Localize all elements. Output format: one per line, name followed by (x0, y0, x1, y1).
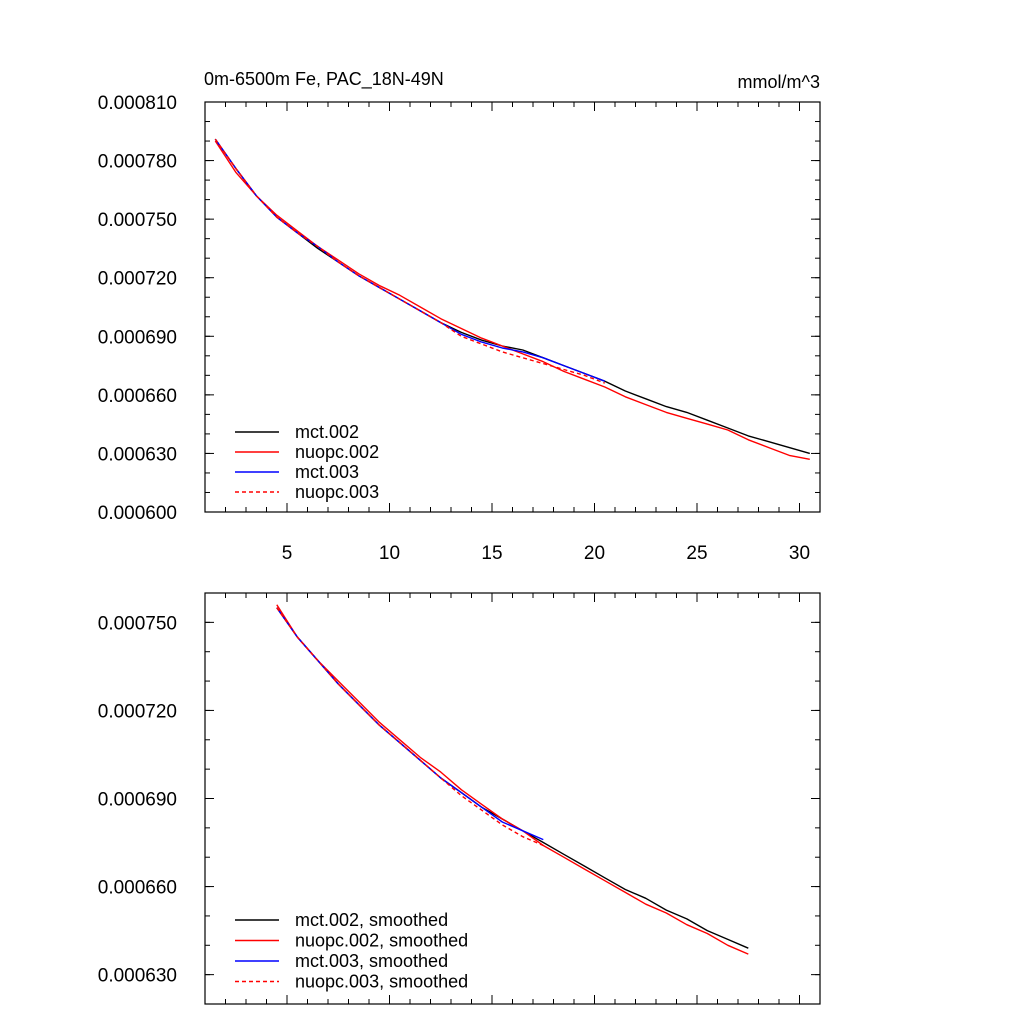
legend-label: mct.003, smoothed (295, 951, 448, 971)
y-tick-label: 0.000750 (98, 613, 177, 634)
y-tick-label: 0.000600 (98, 503, 177, 524)
y-tick-label: 0.000690 (98, 327, 177, 348)
x-tick-label: 25 (686, 543, 707, 564)
series-line-nuopc-003 (214, 138, 606, 384)
y-tick-label: 0.000630 (98, 444, 177, 465)
legend-label: nuopc.002 (295, 442, 379, 462)
y-tick-label: 0.000690 (98, 790, 177, 811)
series-line-mct-003 (214, 138, 606, 382)
legend-label: nuopc.003 (295, 482, 379, 502)
series-line-nuopc-002 (214, 140, 810, 460)
y-tick-label: 0.000720 (98, 701, 177, 722)
x-tick-label: 10 (379, 543, 400, 564)
x-tick-label: 5 (282, 543, 293, 564)
units-label: mmol/m^3 (738, 72, 820, 92)
x-tick-label: 30 (789, 543, 810, 564)
legend-label: nuopc.003, smoothed (295, 972, 468, 992)
series-line-mct-002-smoothed (276, 607, 749, 949)
legend-label: mct.003 (295, 462, 359, 482)
series-line-nuopc-002-smoothed (276, 604, 749, 955)
y-tick-label: 0.000780 (98, 152, 177, 173)
legend-label: mct.002 (295, 422, 359, 442)
legend-label: nuopc.002, smoothed (295, 931, 468, 951)
y-tick-label: 0.000660 (98, 386, 177, 407)
y-tick-label: 0.000720 (98, 269, 177, 290)
chart-title: 0m-6500m Fe, PAC_18N-49N (204, 69, 444, 90)
y-tick-label: 0.000810 (98, 93, 177, 114)
x-tick-label: 15 (481, 543, 502, 564)
y-tick-label: 0.000630 (98, 966, 177, 987)
series-line-mct-002 (214, 138, 810, 455)
top-chart: 0m-6500m Fe, PAC_18N-49N mmol/m^3 5 10 15 2… (98, 69, 821, 564)
series-line-nuopc-003-smoothed (276, 607, 544, 847)
legend-label: mct.002, smoothed (295, 910, 448, 930)
x-tick-label: 20 (584, 543, 605, 564)
series-line-mct-003-smoothed (276, 607, 544, 841)
y-tick-label: 0.000660 (98, 878, 177, 899)
y-tick-label: 0.000750 (98, 210, 177, 231)
bottom-chart: 0.000630 0.000660 0.000690 0.000720 0.000750… (98, 592, 821, 1005)
